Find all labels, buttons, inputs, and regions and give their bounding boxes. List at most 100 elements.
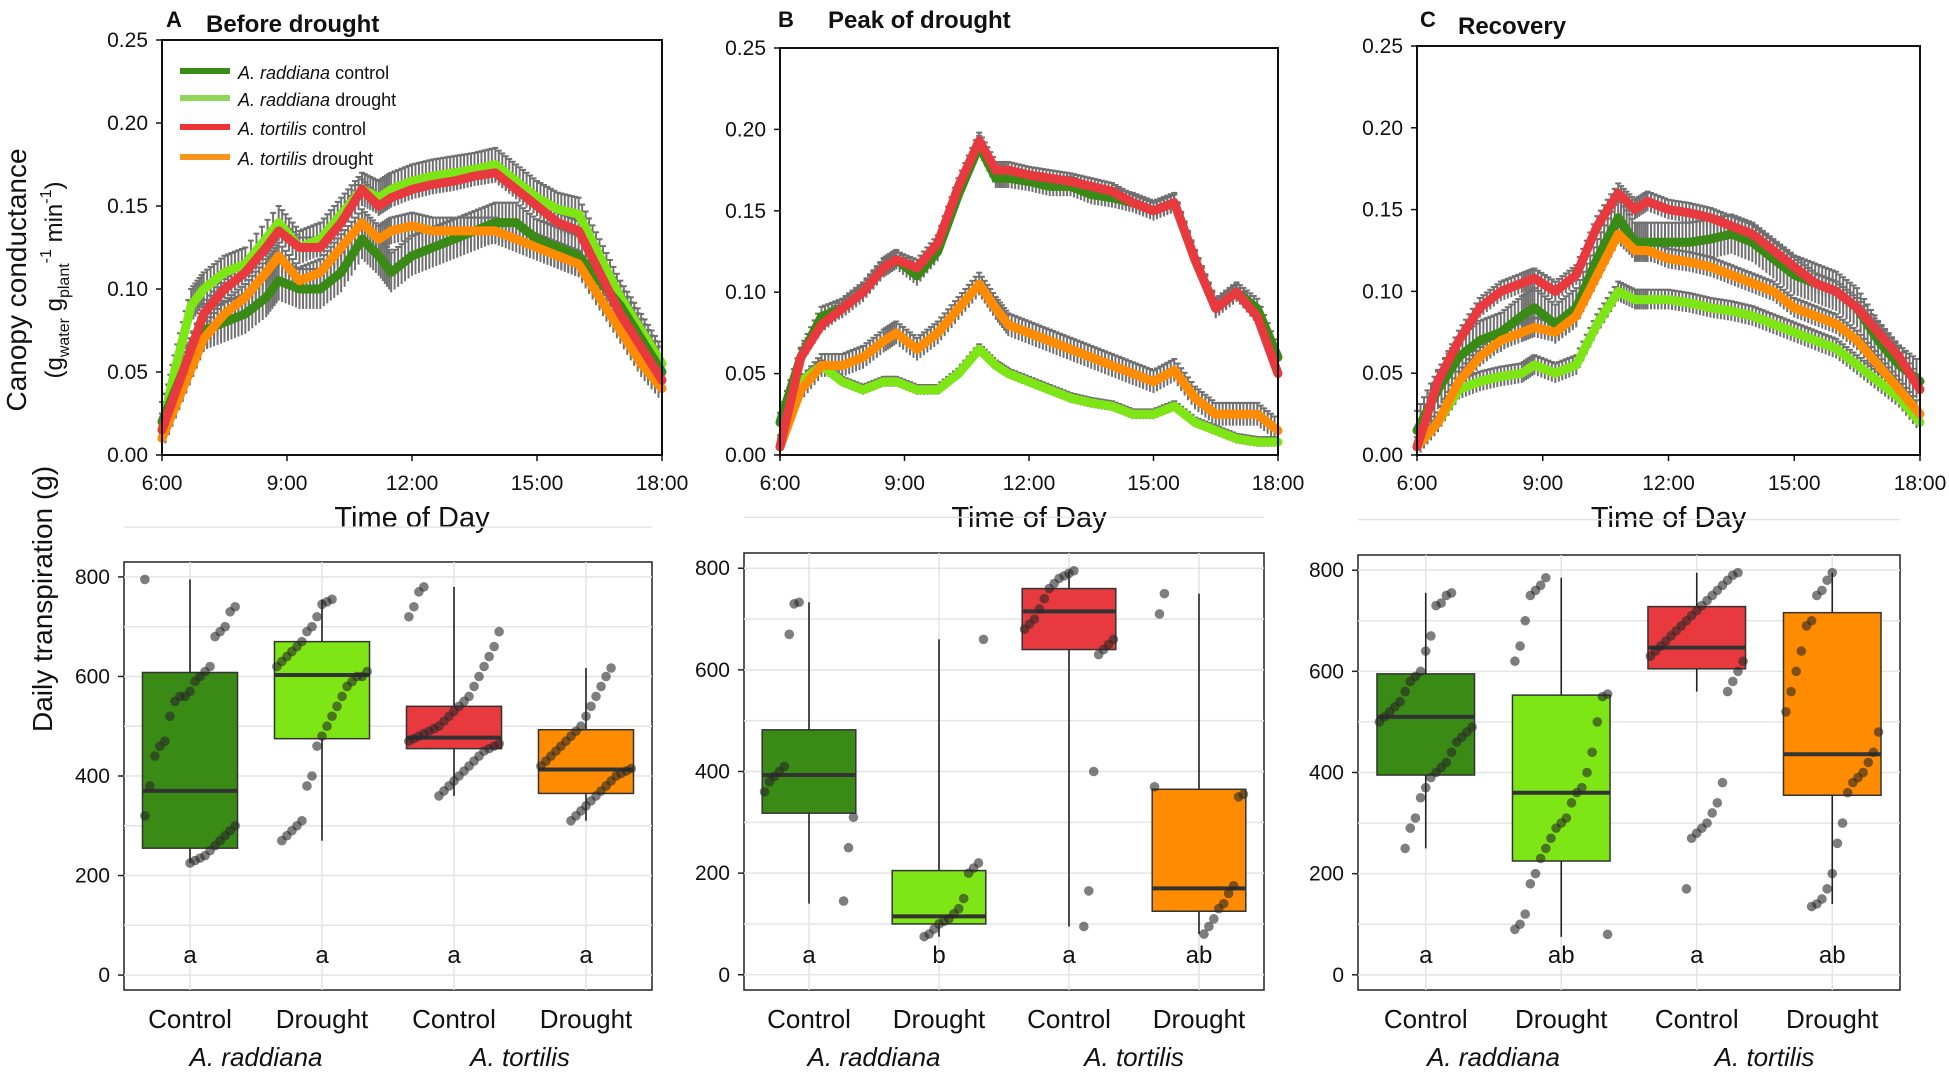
line-chart-a: 0.00 0.05 0.10 0.15 0.20 0.25 6:00 9:00 12:00 15:… — [107, 29, 688, 534]
x-tick-label: 6:00 — [760, 472, 801, 495]
data-point — [1571, 787, 1582, 798]
data-point — [919, 931, 929, 942]
data-point — [838, 896, 849, 906]
data-point — [958, 893, 969, 904]
box-chart-a-box: 0 200 400 600 800 a a a a Control Drought Control Dr… — [75, 526, 653, 1072]
data-point — [1405, 823, 1416, 833]
x-tick-label: 18:00 — [636, 472, 689, 495]
data-point — [185, 858, 195, 868]
data-point — [409, 601, 419, 612]
x-tick-label: 12:00 — [1003, 472, 1056, 495]
data-point — [1441, 590, 1452, 601]
series-line-tortilis_drought — [157, 218, 667, 443]
line-panels: 0.00 0.05 0.10 0.15 0.20 0.25 6:00 9:00 12:00 15:… — [107, 29, 1946, 534]
data-point — [1204, 921, 1214, 932]
box-group-raddiana_drought: a — [272, 594, 372, 969]
data-point — [1827, 868, 1838, 879]
data-point — [1801, 621, 1812, 631]
y-tick-label: 0.05 — [107, 361, 148, 384]
x-tick-label: 15:00 — [1127, 472, 1180, 495]
box-chart-c-box: 0 200 400 600 800 a ab a ab Control Drought Control… — [1309, 518, 1901, 1072]
data-point — [1019, 624, 1030, 635]
category-label: Drought — [1153, 1004, 1246, 1034]
box-raddiana_control — [1376, 673, 1476, 776]
data-point — [1832, 838, 1843, 849]
data-point — [1510, 656, 1520, 667]
data-point — [1822, 575, 1832, 586]
data-point — [277, 835, 287, 846]
data-point — [1837, 818, 1848, 828]
data-point — [843, 842, 854, 853]
data-point — [1806, 901, 1817, 912]
legend-label-raddiana-control: A. raddiana control — [237, 63, 389, 83]
y-tick-label: 0 — [98, 964, 110, 987]
data-point — [312, 741, 322, 751]
data-point — [789, 599, 799, 609]
data-point — [1645, 651, 1656, 661]
y-tick-label: 800 — [75, 566, 110, 589]
data-point — [414, 587, 424, 597]
data-point — [1374, 717, 1385, 727]
data-point — [1848, 777, 1858, 788]
x-tick-label: 12:00 — [1642, 472, 1695, 495]
box-tortilis_drought — [1782, 611, 1882, 797]
data-point — [591, 691, 601, 702]
data-point — [1525, 590, 1536, 601]
data-point — [272, 661, 282, 672]
data-point — [1093, 649, 1104, 660]
legend-label-tortilis-drought: A. tortilis drought — [237, 149, 373, 169]
data-point — [1582, 767, 1592, 778]
data-point — [1088, 766, 1099, 777]
significance-letter: b — [932, 942, 945, 969]
data-point — [1722, 686, 1733, 697]
y-tick-label: 0.00 — [1362, 444, 1403, 467]
data-point — [210, 631, 220, 642]
data-point — [469, 681, 479, 692]
data-point — [150, 751, 160, 761]
series-line-tortilis_control — [1412, 188, 1925, 452]
data-point — [484, 651, 494, 662]
data-point — [1786, 686, 1796, 697]
category-label: Control — [1655, 1004, 1739, 1034]
box-group-tortilis_drought: ab — [1149, 588, 1249, 969]
data-point — [327, 711, 337, 722]
data-point — [1827, 567, 1838, 578]
species-label: A. tortilis — [1082, 1042, 1184, 1072]
y-tick-label: 0.20 — [725, 118, 766, 141]
data-point — [1223, 888, 1234, 899]
box-group-raddiana_drought: ab — [1510, 572, 1613, 969]
y-tick-label: 800 — [695, 557, 730, 580]
data-point — [1039, 593, 1050, 604]
data-point — [1727, 676, 1738, 687]
y-tick-label: 200 — [1309, 863, 1344, 886]
data-point — [140, 811, 150, 821]
data-point — [1681, 884, 1692, 894]
series-line-tortilis_control — [157, 168, 667, 435]
data-point — [302, 781, 312, 791]
data-point — [165, 711, 175, 722]
data-point — [1451, 737, 1462, 747]
data-point — [190, 676, 200, 687]
y-tick-label: 0.10 — [107, 278, 148, 301]
y-axis-label-transpiration: Daily transpiration (g) — [27, 466, 58, 732]
data-point — [1233, 792, 1244, 802]
y-tick-label: 0.15 — [725, 200, 766, 223]
y-tick-label: 0.05 — [725, 363, 766, 386]
panel-letter-a: A — [166, 7, 182, 32]
data-point — [1044, 583, 1055, 594]
data-point — [312, 611, 322, 622]
data-point — [1796, 646, 1807, 656]
x-axis-label: Time of Day — [1591, 502, 1747, 534]
significance-letter: a — [1419, 942, 1433, 969]
data-point — [1420, 646, 1431, 656]
data-point — [963, 868, 974, 878]
box-group-tortilis_control: a — [404, 582, 504, 969]
significance-letter: ab — [1186, 942, 1213, 969]
box-group-raddiana_control: a — [140, 574, 240, 969]
data-point — [1707, 808, 1717, 818]
data-point — [1592, 717, 1603, 727]
data-point — [1812, 590, 1822, 601]
data-point — [342, 681, 352, 692]
x-tick-label: 18:00 — [1894, 472, 1947, 495]
series-line-tortilis_control — [775, 136, 1283, 452]
